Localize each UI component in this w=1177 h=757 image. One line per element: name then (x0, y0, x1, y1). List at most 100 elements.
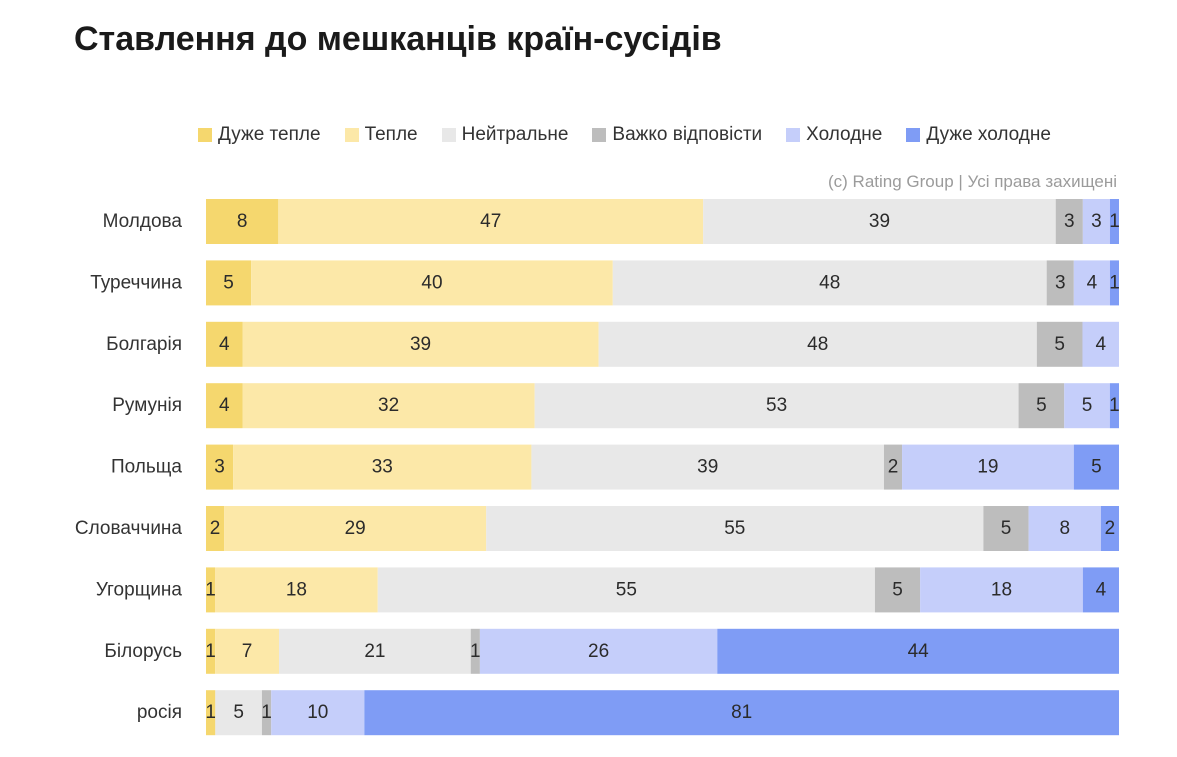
data-label: 33 (372, 457, 393, 478)
data-label: 1 (205, 641, 216, 662)
bar-segment (1109, 199, 1119, 244)
bar-segment (1073, 444, 1119, 490)
legend-label-very-warm: Дуже тепле (218, 124, 321, 145)
data-label: 4 (219, 395, 230, 416)
bar-segment (206, 567, 216, 613)
data-label: 3 (1055, 272, 1066, 293)
bar-segment (206, 260, 252, 306)
data-label: 1 (1109, 272, 1120, 293)
bar-segment (612, 260, 1047, 306)
bar-segment (206, 628, 216, 674)
legend-label-very-cold: Дуже холодне (926, 124, 1051, 145)
data-label: 5 (223, 272, 234, 293)
data-label: 53 (766, 395, 787, 416)
legend-swatch-very-cold (906, 128, 921, 142)
bar-segment (206, 199, 279, 244)
bar-segment (470, 628, 480, 674)
bar-segment (534, 383, 1019, 429)
data-label: 21 (364, 641, 385, 662)
data-label: 2 (1105, 518, 1116, 539)
bar-segment (251, 260, 613, 306)
source-credit: (c) Rating Group | Усі права захищені (828, 172, 1117, 191)
bar-segment (1082, 321, 1119, 367)
bar-segment (1028, 506, 1101, 551)
legend-swatch-hard-to-say (592, 128, 607, 142)
data-label: 81 (731, 702, 752, 723)
bar-segment (1073, 260, 1110, 306)
bar-segment (486, 506, 984, 551)
category-label: Польща (111, 457, 182, 478)
bar-segment (983, 506, 1029, 551)
bar-segment (261, 690, 272, 736)
data-label: 5 (1036, 395, 1047, 416)
category-label: Румунія (112, 395, 182, 416)
data-label: 18 (286, 579, 307, 600)
bar-segment (1082, 199, 1110, 244)
category-label: Молдова (103, 211, 183, 232)
data-label: 18 (991, 579, 1012, 600)
data-label: 32 (378, 395, 399, 416)
legend-swatch-warm (344, 128, 359, 142)
bar-segment (479, 628, 718, 674)
data-label: 1 (205, 702, 216, 723)
data-label: 55 (724, 518, 745, 539)
category-label: Болгарія (106, 334, 182, 355)
bar-segment (703, 199, 1056, 244)
data-label: 8 (237, 211, 248, 232)
data-label: 47 (480, 211, 501, 232)
data-label: 1 (261, 702, 272, 723)
bar-segment (531, 444, 884, 490)
bar-segment (717, 628, 1119, 674)
data-label: 10 (307, 702, 328, 723)
chart-title: Ставлення до мешканців країн-сусідів (74, 20, 722, 58)
category-label: Білорусь (104, 641, 182, 662)
bar-segment (1018, 383, 1065, 429)
data-label: 5 (233, 702, 244, 723)
legend-item-neutral: Нейтральне (441, 124, 569, 146)
bar-segment (1055, 199, 1083, 244)
bar-segment (598, 321, 1037, 367)
legend-item-very-cold: Дуже холодне (906, 124, 1051, 146)
category-label: Угорщина (96, 579, 183, 600)
bar-segment (206, 383, 243, 429)
data-label: 48 (819, 272, 840, 293)
data-label: 39 (697, 457, 718, 478)
data-label: 39 (410, 334, 431, 355)
legend-label-cold: Холодне (806, 124, 883, 145)
category-label: Словаччина (75, 518, 183, 539)
bar-segment (1046, 260, 1074, 306)
data-label: 5 (1001, 518, 1012, 539)
bar-segment (206, 506, 225, 551)
bar-segment (1082, 567, 1119, 613)
bar-segment (242, 321, 599, 367)
legend-label-hard-to-say: Важко відповісти (612, 124, 763, 145)
bar-segment (920, 567, 1083, 613)
legend-item-hard-to-say: Важко відповісти (592, 124, 762, 146)
data-label: 19 (977, 457, 998, 478)
bar-segment (242, 383, 535, 429)
data-label: 40 (421, 272, 442, 293)
bar-segment (215, 567, 378, 613)
bar-segment (377, 567, 875, 613)
data-label: 55 (616, 579, 637, 600)
bar-segment (1109, 383, 1119, 429)
data-label: 1 (470, 641, 481, 662)
data-label: 5 (892, 579, 903, 600)
category-label: Туреччина (90, 272, 182, 293)
data-label: 2 (210, 518, 221, 539)
legend: Дуже тепле Тепле Нейтральне Важко відпов… (198, 124, 1051, 146)
legend-label-neutral: Нейтральне (461, 124, 569, 145)
bar-segment (279, 628, 471, 674)
data-label: 29 (345, 518, 366, 539)
data-label: 2 (888, 457, 899, 478)
bar-segment (1036, 321, 1083, 367)
data-label: 48 (807, 334, 828, 355)
legend-label-warm: Тепле (364, 124, 418, 145)
bar-segment (883, 444, 903, 490)
bar-segment (224, 506, 487, 551)
data-label: 4 (219, 334, 230, 355)
legend-swatch-neutral (441, 128, 456, 142)
legend-swatch-cold (786, 128, 801, 142)
data-label: 4 (1087, 272, 1098, 293)
data-label: 4 (1096, 579, 1107, 600)
